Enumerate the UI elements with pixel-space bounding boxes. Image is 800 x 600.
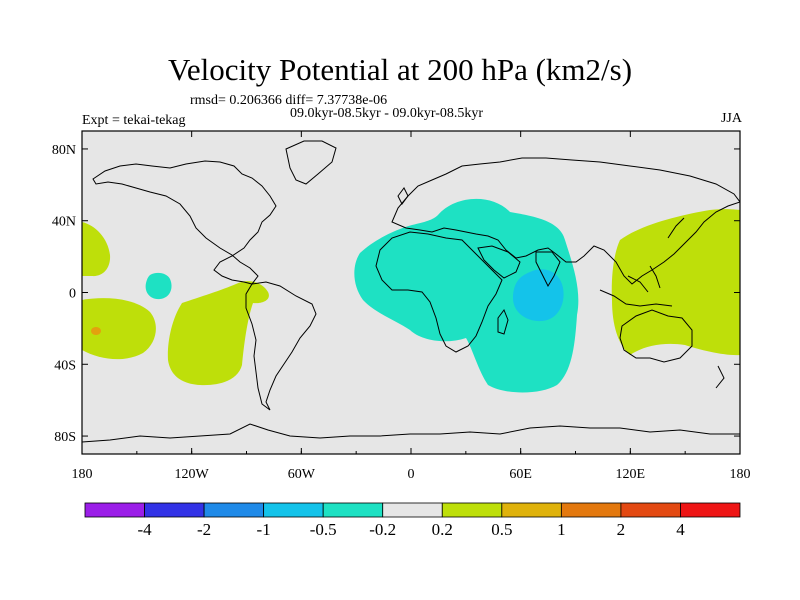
x-tick-label: 60W bbox=[288, 467, 316, 482]
colorbar-label: -4 bbox=[137, 520, 152, 539]
coastline-north-america bbox=[92, 160, 277, 285]
colorbar-swatch bbox=[203, 502, 265, 518]
colorbar-swatch bbox=[84, 502, 145, 518]
colorbar: -4 -2 -1 -0.5 -0.2 0.2 0.5 1 2 4 bbox=[84, 502, 741, 539]
coastline-australia bbox=[619, 309, 693, 363]
colorbar-label: 4 bbox=[676, 520, 685, 539]
x-tick-label: 120W bbox=[175, 467, 210, 482]
y-tick-label: 80N bbox=[52, 143, 76, 158]
x-tick-label: 60E bbox=[509, 467, 532, 482]
x-axis: 180 120W 60W 0 60E 120E 180 bbox=[72, 131, 751, 482]
colorbar-swatch bbox=[382, 502, 443, 518]
colorbar-label: -1 bbox=[257, 520, 271, 539]
y-tick-label: 40S bbox=[54, 358, 76, 373]
region-western-pacific bbox=[611, 209, 740, 356]
experiment-label: Expt = tekai-tekag bbox=[82, 113, 186, 128]
coastlines bbox=[82, 140, 740, 443]
coastline-maritime-continent bbox=[599, 265, 673, 307]
coastline-arabia bbox=[477, 245, 521, 279]
colorbar-swatch bbox=[501, 502, 562, 518]
region-south-central-pacific bbox=[82, 298, 156, 360]
coastline-south-america bbox=[245, 281, 317, 411]
y-tick-label: 80S bbox=[54, 430, 76, 445]
region-central-pacific bbox=[145, 272, 172, 300]
region-orange-spot bbox=[91, 327, 101, 335]
region-southeast-pacific bbox=[167, 281, 269, 386]
coastline-africa bbox=[375, 231, 503, 353]
y-tick-label: 0 bbox=[69, 287, 76, 302]
coastline-japan bbox=[667, 217, 685, 239]
colorbar-label: 1 bbox=[557, 520, 566, 539]
period-line: 09.0kyr-08.5kyr - 09.0kyr-08.5kyr bbox=[290, 106, 484, 121]
colorbar-swatch bbox=[263, 502, 324, 518]
colorbar-swatch bbox=[620, 502, 681, 518]
colorbar-swatch bbox=[441, 502, 503, 518]
x-tick-label: 180 bbox=[730, 467, 751, 482]
colorbar-label: -2 bbox=[197, 520, 211, 539]
y-tick-label: 40N bbox=[52, 215, 76, 230]
colorbar-label: -0.5 bbox=[310, 520, 337, 539]
coastline-eurasia bbox=[391, 157, 740, 285]
x-tick-label: 0 bbox=[408, 467, 415, 482]
coastline-madagascar bbox=[497, 308, 509, 335]
colorbar-swatch bbox=[560, 502, 622, 518]
coastline-new-zealand bbox=[715, 365, 725, 389]
colorbar-label: 0.2 bbox=[432, 520, 453, 539]
x-tick-label: 180 bbox=[72, 467, 93, 482]
colorbar-swatch bbox=[322, 502, 384, 518]
coastline-uk bbox=[397, 187, 409, 205]
colorbar-label: 2 bbox=[617, 520, 626, 539]
region-dateline-north bbox=[82, 222, 111, 277]
region-central-indian-ocean bbox=[512, 269, 564, 322]
colorbar-label: -0.2 bbox=[369, 520, 396, 539]
coastline-india bbox=[535, 251, 561, 288]
chart-title: Velocity Potential at 200 hPa (km2/s) bbox=[167, 52, 633, 87]
anomaly-layer bbox=[82, 198, 740, 393]
region-africa-indian-ocean bbox=[354, 198, 579, 393]
colorbar-swatch bbox=[144, 502, 205, 518]
coastline-greenland bbox=[285, 140, 337, 185]
season-label: JJA bbox=[720, 111, 742, 126]
coastline-antarctica bbox=[82, 423, 740, 443]
stats-line: rmsd= 0.206366 diff= 7.37738e-06 bbox=[190, 93, 388, 108]
colorbar-swatch bbox=[680, 502, 741, 518]
x-tick-label: 120E bbox=[616, 467, 646, 482]
colorbar-label: 0.5 bbox=[491, 520, 512, 539]
y-axis: 80N 40N 0 40S 80S bbox=[52, 143, 740, 445]
